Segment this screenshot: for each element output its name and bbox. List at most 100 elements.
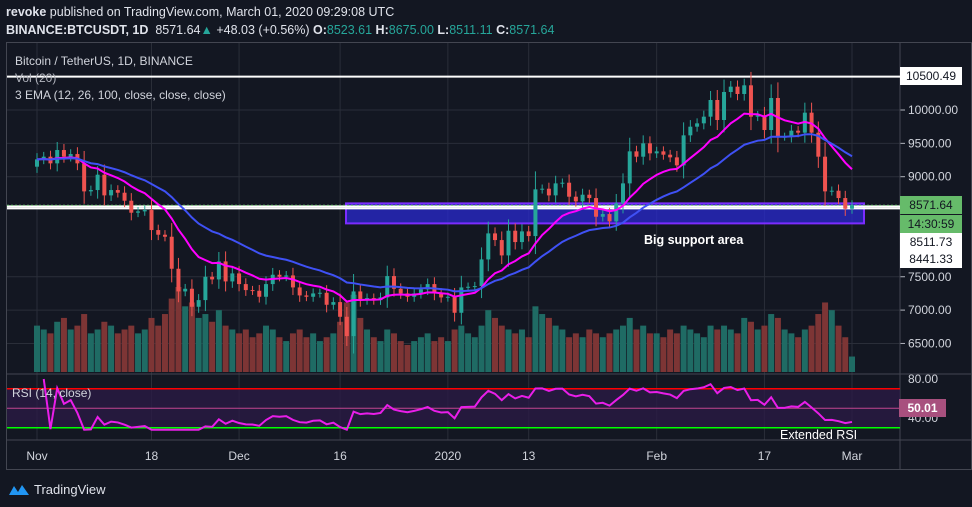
volume-bar <box>559 329 566 372</box>
volume-bar <box>60 317 67 372</box>
volume-bar <box>761 325 768 372</box>
volume-bar <box>47 333 54 372</box>
volume-bar <box>242 329 249 372</box>
volume-bar <box>108 325 115 372</box>
candle <box>735 86 740 94</box>
volume-bar <box>593 333 600 372</box>
candle <box>223 261 228 282</box>
support-annotation: Big support area <box>644 233 744 247</box>
volume-bar <box>808 325 815 372</box>
candle <box>129 200 134 213</box>
candle <box>823 156 828 192</box>
volume-bar <box>296 329 303 372</box>
candle <box>620 183 625 204</box>
candle <box>715 99 720 121</box>
candle <box>304 295 309 297</box>
candle <box>600 214 605 217</box>
rsi-line <box>42 378 853 431</box>
volume-bar <box>135 333 142 372</box>
candle <box>149 210 154 231</box>
candle <box>587 194 592 199</box>
symbol-info: BINANCE:BTCUSDT, 1D 8571.64▲ +48.03 (+0.… <box>6 23 554 37</box>
volume-bar <box>256 333 263 372</box>
volume-bar <box>310 333 317 372</box>
y-tick-label: 7500.00 <box>908 270 952 284</box>
candle <box>526 231 531 237</box>
candle <box>607 214 612 222</box>
volume-bar <box>579 337 586 372</box>
volume-bar <box>431 341 438 372</box>
o-label: O: <box>312 23 327 37</box>
volume-bar <box>357 317 364 372</box>
candle <box>189 288 194 307</box>
candle <box>486 233 491 260</box>
volume-bar <box>465 333 472 372</box>
volume-bar <box>673 333 680 372</box>
candle <box>102 174 107 196</box>
candle <box>35 159 39 167</box>
volume-bar <box>485 310 492 372</box>
volume-bar <box>700 337 707 372</box>
volume-bar <box>613 329 620 372</box>
candle <box>573 196 578 202</box>
candle <box>264 284 269 297</box>
volume-bar <box>67 329 74 372</box>
candle <box>789 130 794 137</box>
volume-bar <box>34 325 40 372</box>
volume-bar <box>532 306 539 372</box>
candle <box>425 284 430 290</box>
volume-bar <box>599 337 606 372</box>
volume-bar <box>646 333 653 372</box>
volume-bar <box>438 337 445 372</box>
x-tick-label: 18 <box>145 449 159 463</box>
legend-ema: 3 EMA (12, 26, 100, close, close, close) <box>15 88 226 102</box>
candle <box>647 143 652 154</box>
volume-bar <box>653 333 660 372</box>
y-tick-label: 10000.00 <box>908 103 958 117</box>
volume-bar <box>337 321 344 372</box>
volume-bar <box>505 329 512 372</box>
volume-bar <box>128 325 135 372</box>
volume-bar <box>249 337 256 372</box>
candle <box>681 135 686 166</box>
high-value: 8675.00 <box>388 23 434 37</box>
candle <box>88 190 93 192</box>
candle <box>722 91 727 121</box>
candle <box>351 291 356 337</box>
countdown-tag: 14:30:59 <box>900 215 962 233</box>
volume-bar <box>303 337 310 372</box>
volume-bar <box>94 329 101 372</box>
volume-bar <box>801 329 808 372</box>
l-label: L: <box>437 23 450 37</box>
volume-bar <box>815 314 822 372</box>
volume-bar <box>707 325 714 372</box>
candle <box>533 189 538 237</box>
legend-vol: Vol (20) <box>15 71 57 85</box>
tradingview-logo[interactable]: TradingView <box>8 482 106 497</box>
candle <box>398 288 403 294</box>
candle <box>142 210 147 212</box>
volume-bar <box>87 333 94 372</box>
volume-bar <box>289 333 296 372</box>
candle <box>654 151 659 154</box>
candle <box>546 188 551 196</box>
candle <box>176 268 181 292</box>
volume-bar <box>54 321 61 372</box>
volume-bar <box>667 329 674 372</box>
candle <box>728 86 733 92</box>
volume-bar <box>384 329 391 372</box>
volume-bar <box>828 310 835 372</box>
volume-bar <box>714 329 721 372</box>
candle <box>762 115 767 131</box>
candle <box>317 292 322 294</box>
volume-bar <box>330 333 337 372</box>
volume-bar <box>633 329 640 372</box>
candle <box>277 274 282 277</box>
volume-bar <box>390 333 397 372</box>
volume-bar <box>768 314 775 372</box>
candle <box>755 115 760 117</box>
volume-bar <box>424 333 431 372</box>
volume-bar <box>566 337 573 372</box>
x-tick-label: Mar <box>842 449 863 463</box>
